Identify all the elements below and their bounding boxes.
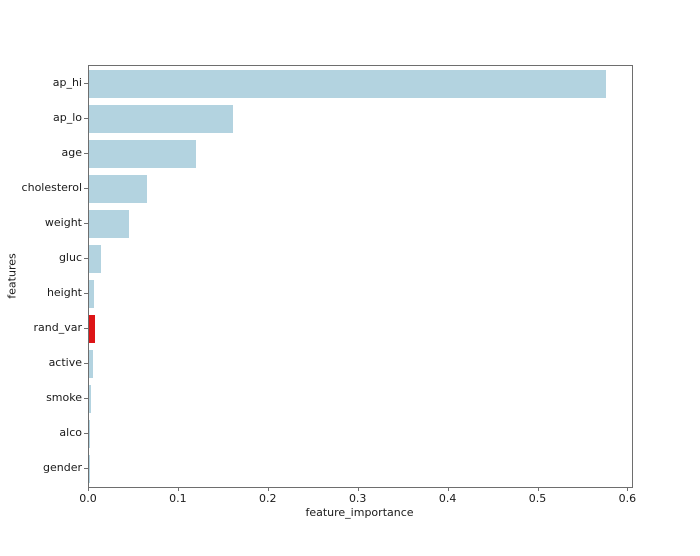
y-tick-mark bbox=[84, 328, 88, 330]
y-tick-mark bbox=[84, 398, 88, 400]
bar-active bbox=[89, 350, 94, 379]
x-tick-mark bbox=[88, 487, 89, 491]
x-tick-mark bbox=[537, 487, 539, 491]
bar-cholesterol bbox=[89, 174, 147, 203]
x-tick-label-0.6: 0.6 bbox=[618, 492, 637, 505]
y-tick-label-weight: weight bbox=[44, 215, 82, 229]
x-tick-mark bbox=[177, 487, 179, 491]
x-tick-mark bbox=[357, 487, 359, 491]
x-tick-label-0.1: 0.1 bbox=[169, 492, 187, 505]
x-tick-label-0.0: 0.0 bbox=[79, 492, 97, 505]
bar-alco bbox=[89, 420, 91, 449]
y-tick-label-ap_hi: ap_hi bbox=[52, 75, 82, 89]
y-tick-mark bbox=[84, 82, 88, 84]
y-tick-label-alco: alco bbox=[59, 426, 82, 440]
x-axis-label: feature_importance bbox=[305, 506, 414, 519]
bar-height bbox=[89, 280, 95, 309]
y-tick-label-rand_var: rand_var bbox=[33, 321, 83, 335]
y-tick-label-gluc: gluc bbox=[58, 250, 82, 264]
bar-ap_lo bbox=[89, 104, 233, 133]
x-tick-label-0.4: 0.4 bbox=[438, 492, 457, 505]
y-tick-mark bbox=[84, 152, 88, 154]
y-tick-mark bbox=[84, 187, 88, 189]
y-tick-mark bbox=[84, 117, 88, 119]
y-tick-label-height: height bbox=[46, 286, 82, 300]
bar-smoke bbox=[89, 385, 91, 414]
y-tick-label-ap_lo: ap_lo bbox=[52, 110, 82, 124]
x-tick-label-0.2: 0.2 bbox=[259, 492, 277, 505]
y-tick-label-gender: gender bbox=[43, 461, 82, 475]
y-tick-mark bbox=[84, 363, 88, 365]
y-tick-label-smoke: smoke bbox=[46, 391, 82, 405]
bar-ap_hi bbox=[89, 69, 606, 98]
x-tick-mark bbox=[447, 487, 449, 491]
x-tick-mark bbox=[627, 487, 629, 491]
y-tick-label-age: age bbox=[61, 145, 83, 159]
bar-gluc bbox=[89, 244, 101, 273]
x-tick-label-0.3: 0.3 bbox=[348, 492, 367, 505]
bar-gender bbox=[89, 455, 90, 484]
y-tick-label-active: active bbox=[48, 356, 82, 370]
x-tick-mark bbox=[267, 487, 269, 491]
y-tick-mark bbox=[84, 433, 88, 435]
y-tick-mark bbox=[84, 468, 88, 470]
y-tick-label-cholesterol: cholesterol bbox=[21, 180, 82, 194]
plot-area bbox=[88, 65, 633, 488]
y-tick-mark bbox=[84, 222, 88, 224]
x-tick-label-0.5: 0.5 bbox=[528, 492, 547, 505]
y-tick-mark bbox=[84, 293, 88, 295]
bar-weight bbox=[89, 209, 130, 238]
bar-rand_var bbox=[89, 315, 95, 344]
y-tick-mark bbox=[84, 257, 88, 259]
bar-age bbox=[89, 139, 196, 168]
